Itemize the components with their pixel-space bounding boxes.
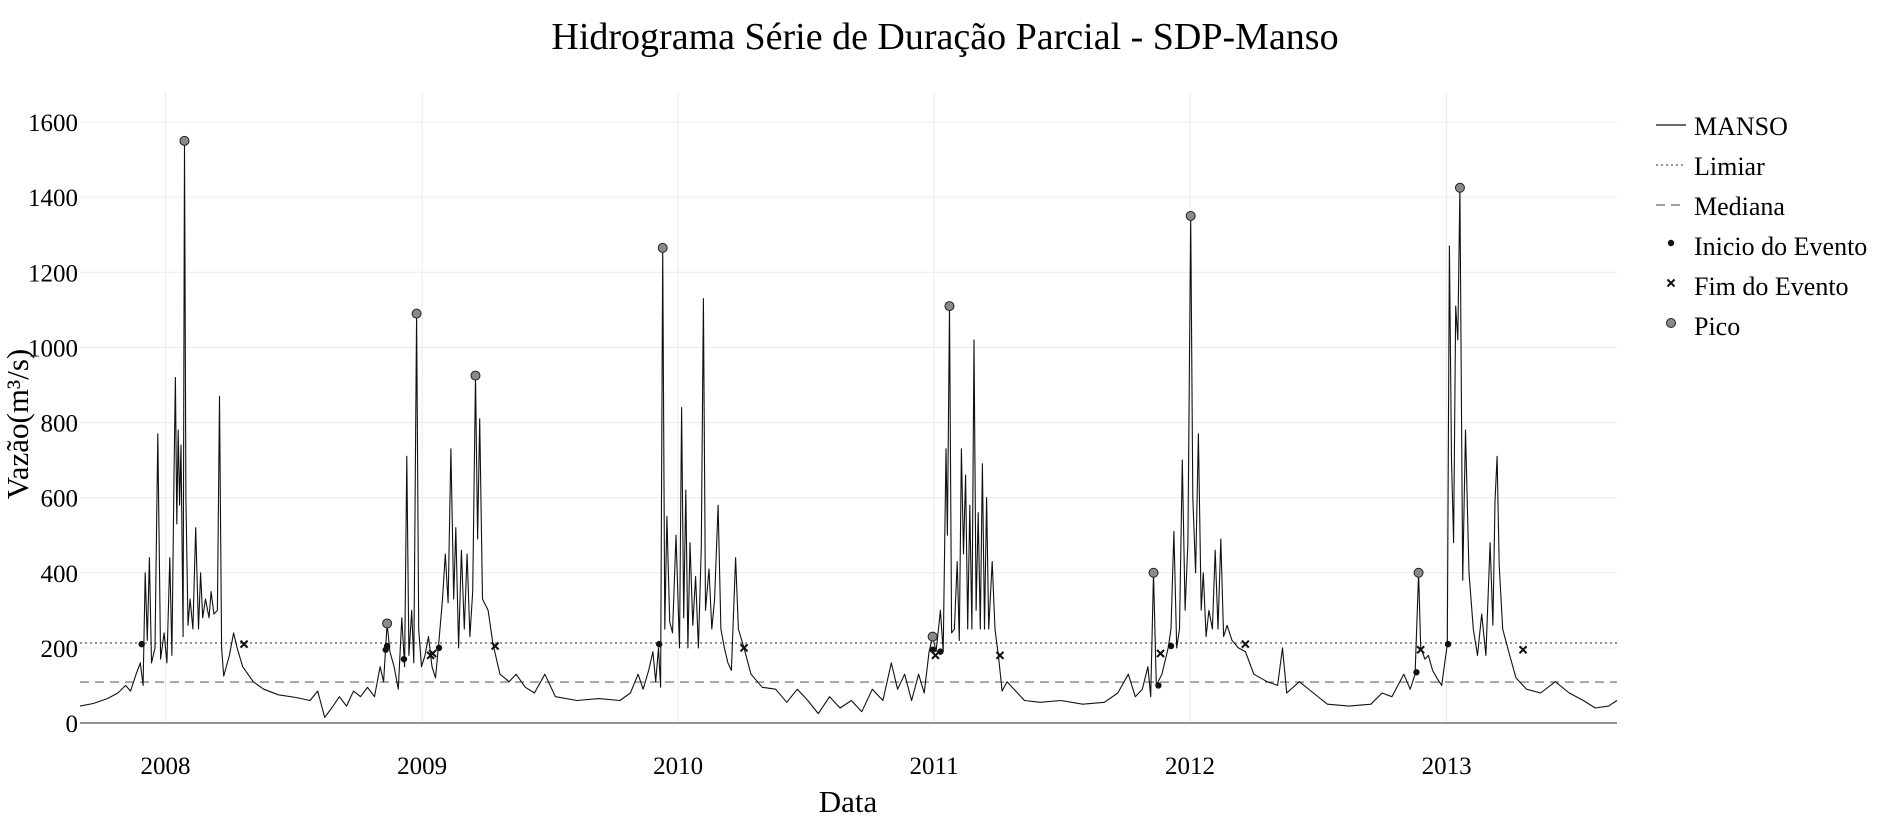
event-start-marker bbox=[1155, 682, 1162, 689]
peak-marker bbox=[382, 618, 393, 629]
peak-marker bbox=[944, 301, 955, 312]
x-tick-label: 2011 bbox=[910, 753, 959, 780]
y-tick-label: 1600 bbox=[28, 110, 78, 137]
event-start-marker bbox=[1444, 640, 1452, 648]
reference-lines bbox=[80, 642, 1617, 683]
legend-symbol-dot bbox=[1667, 239, 1675, 247]
y-axis-title: Vazão(m³/s) bbox=[0, 349, 35, 499]
y-tick-label: 1400 bbox=[28, 185, 78, 212]
event-start-marker bbox=[138, 640, 145, 648]
grid-lines bbox=[80, 92, 1617, 724]
legend-symbol-circle bbox=[1666, 318, 1676, 328]
peak-marker bbox=[411, 308, 422, 319]
event-end-marker bbox=[1241, 639, 1250, 649]
event-start-marker bbox=[383, 642, 391, 650]
peak-marker bbox=[1413, 567, 1424, 578]
peak-marker bbox=[470, 370, 481, 381]
y-tick-label: 0 bbox=[66, 711, 79, 738]
event-start-marker bbox=[929, 646, 936, 653]
y-tick-label: 1000 bbox=[28, 335, 78, 362]
legend-label: Pico bbox=[1694, 312, 1740, 341]
peak-marker bbox=[657, 242, 668, 253]
event-end-marker bbox=[1156, 649, 1165, 658]
legend-label: Limiar bbox=[1694, 152, 1765, 181]
axes: 0 200 400 600 800 1000 1200 1400 1600 2008 2009 201… bbox=[28, 110, 1617, 780]
event-start-marker bbox=[435, 644, 443, 652]
y-tick-label: 600 bbox=[41, 486, 79, 513]
x-axis-title: Data bbox=[819, 784, 878, 819]
peak-marker bbox=[179, 135, 190, 146]
legend-label: MANSO bbox=[1694, 112, 1788, 141]
peak-marker bbox=[1185, 210, 1196, 221]
y-tick-label: 800 bbox=[41, 411, 79, 438]
event-end-marker bbox=[428, 649, 437, 658]
event-end-marker bbox=[239, 639, 249, 649]
peak-marker bbox=[1148, 567, 1159, 578]
event-end-marker bbox=[490, 641, 500, 651]
y-tick-label: 400 bbox=[41, 561, 79, 588]
event-end-marker bbox=[1416, 645, 1425, 654]
legend: MANSO Limiar Mediana Inicio do Evento Fim do… bbox=[1656, 112, 1867, 341]
x-tick-label: 2013 bbox=[1422, 753, 1472, 780]
legend-label: Inicio do Evento bbox=[1694, 232, 1867, 261]
y-tick-label: 1200 bbox=[28, 260, 78, 287]
event-start-marker bbox=[1167, 642, 1175, 650]
event-end-marker bbox=[1518, 645, 1528, 654]
event-start-marker bbox=[400, 655, 408, 663]
legend-label: Mediana bbox=[1694, 192, 1785, 221]
event-end-marker bbox=[995, 651, 1005, 660]
event-end-marker bbox=[931, 651, 940, 660]
event-end-marker bbox=[739, 643, 749, 653]
x-tick-label: 2009 bbox=[397, 753, 447, 780]
peak-marker bbox=[927, 631, 938, 642]
legend-symbol-cross bbox=[1666, 278, 1676, 288]
x-tick-label: 2012 bbox=[1165, 753, 1215, 780]
event-markers bbox=[138, 135, 1528, 689]
series-line-manso bbox=[79, 140, 1618, 718]
peak-marker bbox=[1454, 182, 1465, 193]
event-start-marker bbox=[655, 640, 663, 648]
event-start-marker bbox=[1413, 669, 1420, 676]
legend-label: Fim do Evento bbox=[1694, 272, 1849, 301]
x-tick-label: 2010 bbox=[653, 753, 703, 780]
series-group bbox=[79, 140, 1618, 718]
x-tick-label: 2008 bbox=[141, 753, 191, 780]
chart-title: Hidrograma Série de Duração Parcial - SD… bbox=[551, 16, 1338, 58]
y-tick-label: 200 bbox=[41, 636, 79, 663]
